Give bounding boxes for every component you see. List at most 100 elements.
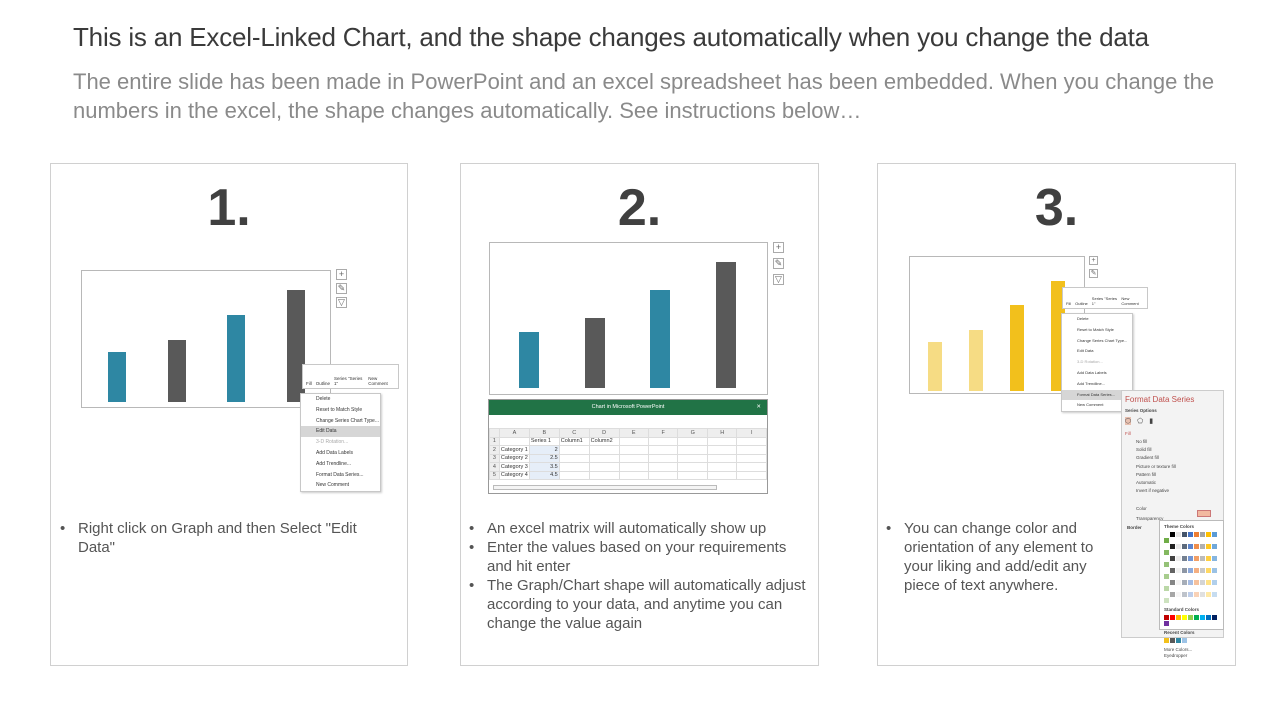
color-swatch[interactable] — [1164, 556, 1169, 561]
invert-checkbox[interactable]: Invert if negative — [1136, 488, 1170, 494]
color-swatch[interactable] — [1176, 615, 1181, 620]
column-header[interactable]: H — [706, 428, 738, 438]
cell[interactable] — [618, 470, 650, 480]
color-swatch[interactable] — [1212, 568, 1217, 573]
context-menu-item[interactable]: Reset to Match Style — [1077, 326, 1114, 332]
color-swatch[interactable] — [1176, 592, 1181, 597]
color-swatch[interactable] — [1194, 532, 1199, 537]
color-swatch[interactable] — [1176, 568, 1181, 573]
context-menu-item[interactable]: 3-D Rotation... — [316, 439, 349, 446]
context-menu-item[interactable]: New Comment — [1077, 402, 1104, 408]
color-swatch[interactable] — [1182, 532, 1187, 537]
outline-button[interactable]: Outline — [315, 381, 331, 386]
color-swatch[interactable] — [1176, 532, 1181, 537]
fill-option-radio[interactable]: Solid fill — [1136, 447, 1152, 453]
color-swatch[interactable] — [1170, 580, 1175, 585]
color-swatch[interactable] — [1200, 568, 1205, 573]
color-swatch[interactable] — [1200, 544, 1205, 549]
fill-button[interactable]: Fill — [306, 381, 312, 386]
color-swatch[interactable] — [1200, 532, 1205, 537]
cell[interactable] — [706, 453, 738, 463]
chart-bar[interactable] — [584, 318, 605, 388]
chart-bar[interactable] — [108, 352, 126, 402]
cell[interactable] — [588, 462, 620, 472]
cell[interactable] — [706, 445, 738, 455]
chart-elements-icon[interactable]: + — [1089, 256, 1098, 265]
cell[interactable]: 4.5 — [528, 470, 560, 480]
series-options-tab-icon[interactable]: ▮ — [1149, 418, 1154, 425]
color-swatch[interactable] — [1164, 638, 1169, 643]
column-header[interactable]: A — [498, 428, 530, 438]
cell[interactable] — [677, 453, 708, 463]
column-header[interactable]: E — [618, 428, 650, 438]
color-swatch[interactable] — [1176, 638, 1181, 643]
horizontal-scrollbar[interactable] — [493, 485, 717, 490]
context-menu-item[interactable]: Format Data Series... — [1062, 389, 1132, 401]
color-swatch[interactable] — [1206, 615, 1211, 620]
color-swatch[interactable] — [1182, 615, 1187, 620]
context-menu-item[interactable]: 3-D Rotation... — [1077, 359, 1103, 365]
row-header[interactable]: 5 — [489, 470, 500, 480]
cell[interactable] — [588, 470, 620, 480]
cell[interactable]: Column1 — [558, 436, 590, 446]
color-swatch[interactable] — [1194, 580, 1199, 585]
cell[interactable] — [558, 445, 590, 455]
color-swatch[interactable] — [1164, 598, 1169, 603]
eyedropper-button[interactable]: Eyedropper — [1164, 653, 1188, 658]
new-comment-button[interactable]: New Comment — [368, 376, 388, 386]
color-swatch[interactable] — [1212, 556, 1217, 561]
color-swatch[interactable] — [1188, 544, 1193, 549]
series-dropdown[interactable]: Series "Series 1" — [1091, 296, 1118, 306]
context-menu-item[interactable]: Delete — [1077, 316, 1089, 321]
color-swatch[interactable] — [1164, 580, 1169, 585]
color-swatch[interactable] — [1164, 538, 1169, 543]
context-menu-item[interactable]: Add Trendline... — [1077, 380, 1106, 386]
color-swatch[interactable] — [1206, 580, 1211, 585]
cell[interactable] — [558, 453, 590, 463]
chart-bar[interactable] — [928, 342, 942, 391]
color-swatch[interactable] — [1164, 550, 1169, 555]
chart-styles-icon[interactable]: ✎ — [336, 283, 347, 294]
color-swatch[interactable] — [1170, 615, 1175, 620]
context-menu-item[interactable]: Change Series Chart Type... — [316, 417, 379, 424]
chart-bar[interactable] — [167, 339, 186, 402]
row-header[interactable]: 2 — [489, 445, 500, 455]
color-swatch[interactable] — [1164, 574, 1169, 579]
color-swatch[interactable] — [1164, 568, 1169, 573]
series-dropdown[interactable]: Series "Series 1" — [334, 376, 363, 386]
color-swatch[interactable] — [1194, 556, 1199, 561]
color-swatch[interactable] — [1182, 592, 1187, 597]
chart-filter-icon[interactable]: ▽ — [336, 297, 347, 308]
chart-filter-icon[interactable]: ▽ — [773, 274, 784, 285]
color-swatch[interactable] — [1194, 544, 1199, 549]
cell[interactable] — [588, 445, 620, 455]
series-options-dropdown[interactable]: Series Options — [1125, 408, 1157, 413]
column-header[interactable]: C — [558, 428, 590, 438]
fill-button[interactable]: Fill — [1066, 301, 1072, 306]
context-menu-item[interactable]: Add Data Labels — [316, 449, 353, 456]
color-swatch[interactable] — [1164, 592, 1169, 597]
color-swatch[interactable] — [1164, 562, 1169, 567]
cell[interactable]: Category 1 — [498, 445, 530, 455]
color-swatch[interactable] — [1212, 580, 1217, 585]
cell[interactable] — [647, 445, 679, 455]
chart-elements-icon[interactable]: + — [336, 269, 347, 280]
color-swatch[interactable] — [1200, 592, 1205, 597]
cell[interactable]: 2.5 — [528, 453, 560, 463]
color-swatch[interactable] — [1188, 615, 1193, 620]
cell[interactable] — [706, 470, 738, 480]
color-swatch[interactable] — [1206, 544, 1211, 549]
color-swatch[interactable] — [1164, 532, 1169, 537]
cell[interactable] — [647, 462, 679, 472]
fill-option-radio[interactable]: No fill — [1136, 439, 1148, 444]
color-swatch[interactable] — [1200, 580, 1205, 585]
cell[interactable]: 3.5 — [528, 462, 560, 472]
color-swatch[interactable] — [1182, 638, 1187, 643]
color-swatch[interactable] — [1182, 544, 1187, 549]
cell[interactable] — [677, 445, 708, 455]
context-menu-item[interactable]: Edit Data — [301, 426, 380, 438]
cell[interactable] — [736, 445, 767, 455]
color-swatch[interactable] — [1188, 592, 1193, 597]
cell[interactable] — [677, 462, 708, 472]
cell[interactable] — [647, 436, 679, 446]
